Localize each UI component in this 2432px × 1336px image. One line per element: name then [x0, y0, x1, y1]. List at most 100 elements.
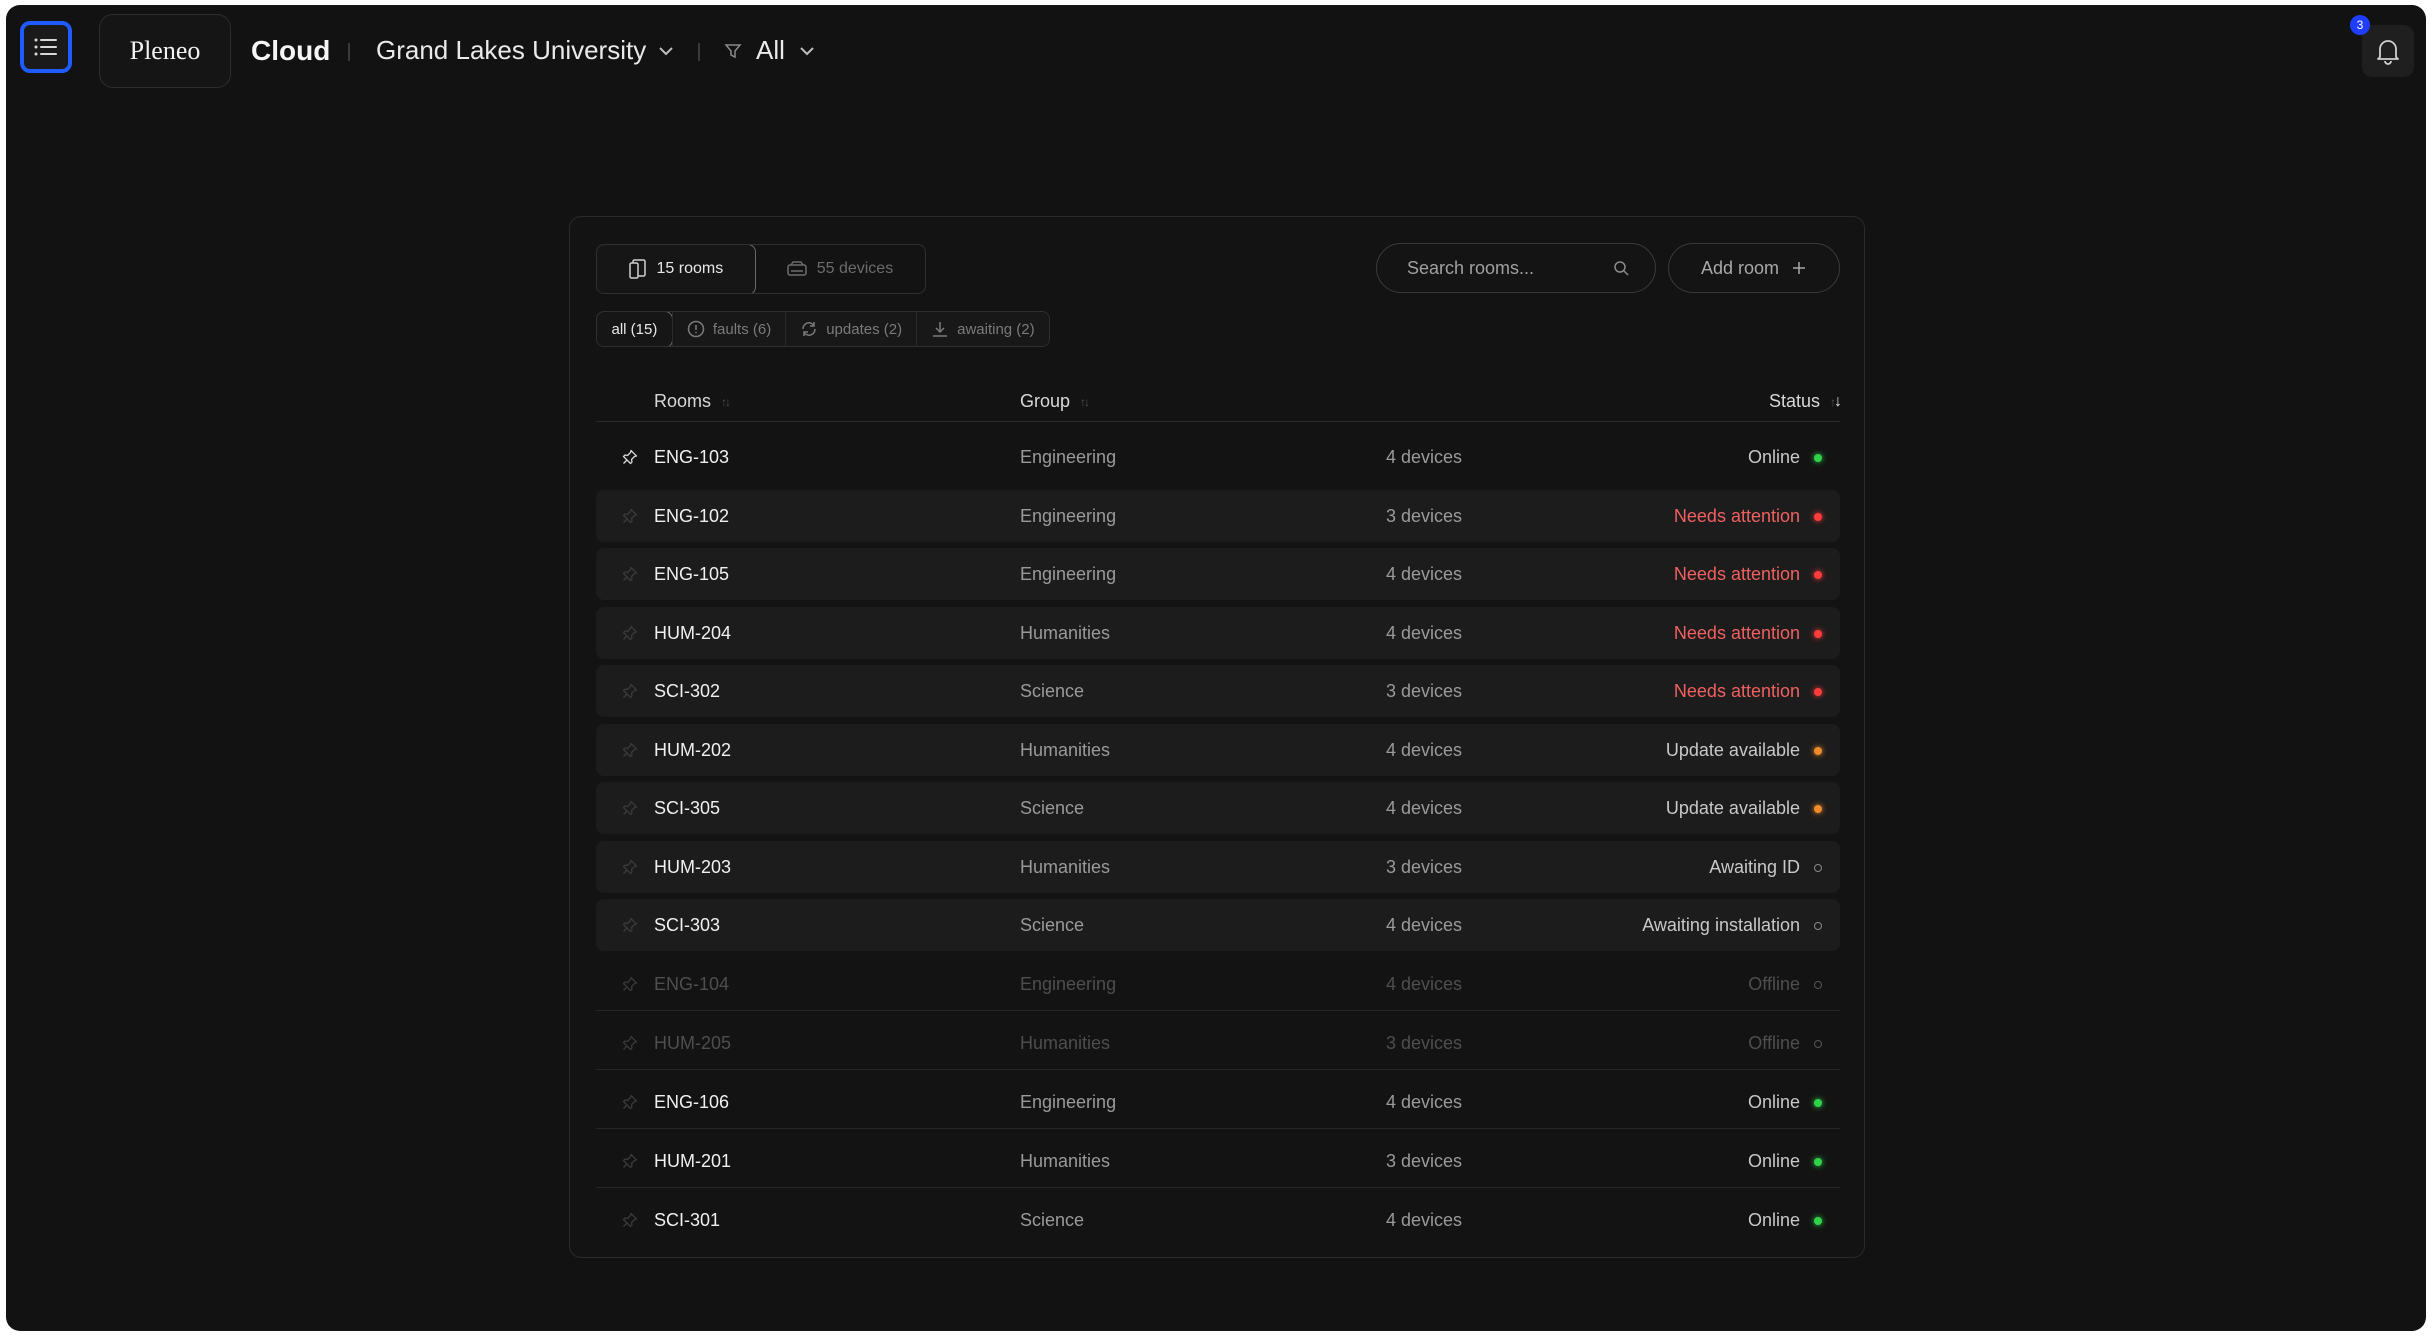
- tab-devices-label: 55 devices: [816, 260, 894, 277]
- device-count: 4 devices: [1386, 798, 1463, 818]
- pin-icon[interactable]: [622, 683, 638, 699]
- room-group: Science: [1020, 681, 1085, 701]
- pin-icon[interactable]: [622, 449, 638, 465]
- status-text: Needs attention: [1673, 681, 1800, 701]
- refresh-icon: [802, 322, 816, 336]
- add-room-button[interactable]: Add room: [1668, 243, 1840, 293]
- pin-icon[interactable]: [622, 1035, 638, 1051]
- pin-icon[interactable]: [622, 976, 638, 992]
- device-count: 4 devices: [1386, 564, 1463, 584]
- search-icon: [1614, 261, 1629, 276]
- room-group: Science: [1020, 798, 1085, 818]
- table-row[interactable]: HUM-201 Humanities 3 devices Online: [596, 1135, 1840, 1188]
- table-row[interactable]: SCI-301 Science 4 devices Online: [596, 1194, 1840, 1246]
- divider: [698, 43, 700, 61]
- notifications-button[interactable]: [2362, 25, 2414, 77]
- alert-circle-icon: [687, 320, 705, 338]
- status-filter-group: all (15) faults (6) updates (2) awaiting…: [596, 311, 1050, 347]
- rooms-table-body: ENG-103 Engineering 4 devices Online ENG-102…: [596, 431, 1840, 1252]
- table-row[interactable]: ENG-104 Engineering 4 devices Offline: [596, 958, 1840, 1011]
- table-row[interactable]: HUM-204 Humanities 4 devices Needs attentio…: [596, 606, 1840, 659]
- room-name: SCI-305: [654, 798, 721, 818]
- column-group[interactable]: Group ↑↓: [1020, 391, 1090, 412]
- device-count: 4 devices: [1386, 622, 1463, 643]
- status-text: Needs attention: [1673, 505, 1800, 526]
- status-text: Offline: [1748, 1032, 1800, 1053]
- table-row[interactable]: SCI-303 Science 4 devices Awaiting installa…: [596, 899, 1840, 951]
- room-name: ENG-103: [654, 447, 730, 467]
- room-group: Engineering: [1020, 447, 1117, 467]
- status-indicator: [1814, 746, 1822, 755]
- status-text: Awaiting ID: [1709, 856, 1800, 877]
- room-group: Science: [1020, 1209, 1085, 1230]
- status-indicator: [1814, 1157, 1822, 1166]
- column-status[interactable]: Status ↑↓: [1769, 391, 1842, 412]
- status-text: Needs attention: [1673, 622, 1800, 643]
- search-placeholder: Search rooms...: [1407, 257, 1535, 278]
- pin-icon[interactable]: [622, 859, 638, 875]
- menu-button[interactable]: [20, 21, 72, 73]
- tab-rooms-label: 15 rooms: [656, 260, 724, 277]
- table-row[interactable]: HUM-202 Humanities 4 devices Update availab…: [596, 723, 1840, 776]
- search-input[interactable]: Search rooms...: [1376, 243, 1656, 293]
- divider: [348, 43, 350, 61]
- status-indicator: [1814, 688, 1822, 696]
- filter-awaiting[interactable]: awaiting (2): [916, 312, 1049, 346]
- status-indicator: [1814, 629, 1822, 638]
- room-name: SCI-302: [654, 681, 721, 701]
- room-name: ENG-105: [654, 564, 730, 584]
- pin-icon[interactable]: [622, 917, 638, 933]
- status-indicator: [1814, 922, 1822, 930]
- tab-devices[interactable]: 55 devices: [755, 245, 925, 293]
- table-row[interactable]: SCI-305 Science 4 devices Update available: [596, 782, 1840, 834]
- pin-icon[interactable]: [622, 1212, 638, 1228]
- pin-icon[interactable]: [622, 625, 638, 641]
- sort-desc-icon: ↑↓: [1830, 392, 1842, 410]
- pin-icon[interactable]: [622, 800, 638, 816]
- tab-rooms[interactable]: 15 rooms: [597, 245, 757, 293]
- pin-icon[interactable]: [622, 1153, 638, 1169]
- room-name: ENG-104: [654, 973, 730, 994]
- sort-icon: ↑↓: [1080, 394, 1090, 409]
- table-row[interactable]: ENG-106 Engineering 4 devices Online: [596, 1076, 1840, 1129]
- pin-icon[interactable]: [622, 508, 638, 524]
- room-group: Humanities: [1020, 1032, 1111, 1053]
- column-rooms-label: Rooms: [654, 391, 712, 411]
- status-indicator: [1814, 1039, 1822, 1048]
- pin-icon[interactable]: [622, 742, 638, 758]
- pin-icon[interactable]: [622, 1094, 638, 1110]
- organization-select[interactable]: Grand Lakes University: [376, 35, 674, 66]
- filter-icon: [724, 43, 742, 58]
- table-row[interactable]: SCI-302 Science 3 devices Needs attention: [596, 665, 1840, 717]
- sort-icon: ↑↓: [721, 394, 731, 409]
- brand-logo[interactable]: Pleneo: [99, 14, 231, 88]
- download-icon: [933, 322, 948, 337]
- table-row[interactable]: ENG-105 Engineering 4 devices Needs attenti…: [596, 548, 1840, 600]
- filter-all-label: all (15): [611, 320, 658, 338]
- table-row[interactable]: HUM-203 Humanities 3 devices Awaiting ID: [596, 840, 1840, 893]
- list-menu-icon: [34, 38, 57, 56]
- filter-faults[interactable]: faults (6): [671, 312, 786, 346]
- filter-select[interactable]: All: [724, 35, 815, 66]
- notification-badge: 3: [2350, 15, 2370, 35]
- room-name: HUM-202: [654, 739, 732, 760]
- filter-all[interactable]: all (15): [596, 312, 674, 346]
- room-group: Engineering: [1020, 1091, 1117, 1112]
- device-count: 4 devices: [1386, 739, 1463, 760]
- product-name: Cloud: [251, 35, 331, 66]
- filter-updates[interactable]: updates (2): [785, 312, 917, 346]
- device-count: 4 devices: [1386, 1091, 1463, 1112]
- room-name: HUM-203: [654, 856, 732, 877]
- view-toggle: 15 rooms 55 devices: [596, 244, 927, 294]
- table-row[interactable]: HUM-205 Humanities 3 devices Offline: [596, 1017, 1840, 1070]
- table-row[interactable]: ENG-103 Engineering 4 devices Online: [596, 431, 1840, 483]
- room-group: Engineering: [1020, 564, 1117, 584]
- room-name: ENG-102: [654, 505, 730, 526]
- status-text: Awaiting installation: [1642, 915, 1800, 935]
- status-text: Online: [1747, 1150, 1800, 1171]
- table-row[interactable]: ENG-102 Engineering 3 devices Needs attenti…: [596, 489, 1840, 542]
- column-rooms[interactable]: Rooms ↑↓: [654, 391, 731, 412]
- pin-icon[interactable]: [622, 566, 638, 582]
- status-indicator: [1814, 1216, 1822, 1225]
- room-name: ENG-106: [654, 1091, 730, 1112]
